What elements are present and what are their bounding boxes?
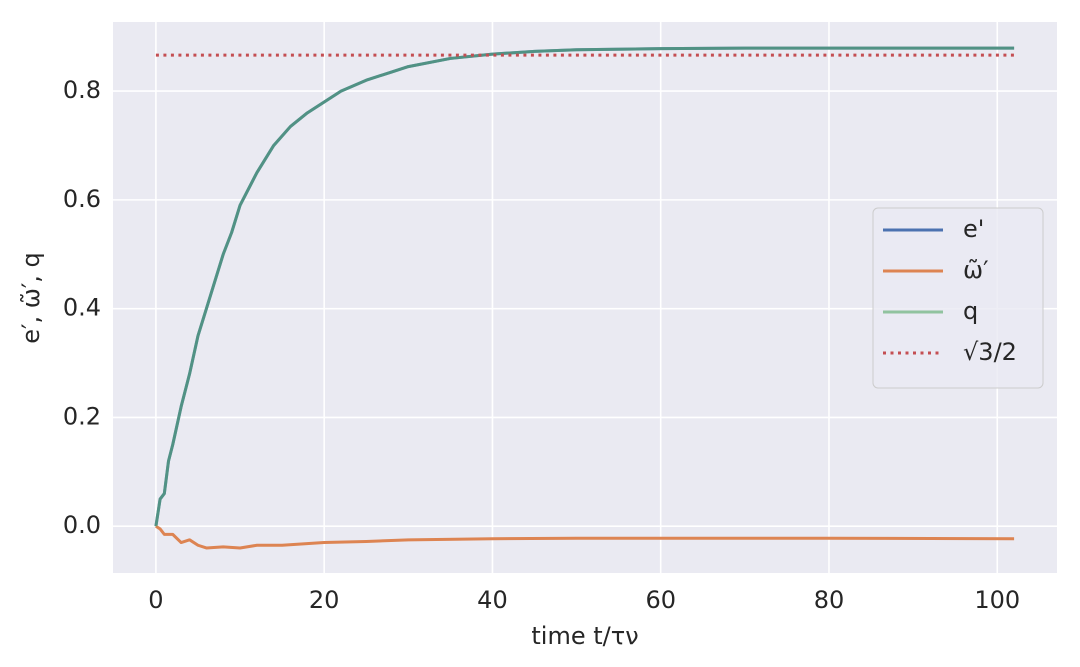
x-tick-label: 80 [814,586,845,614]
legend-label: ω̃′ [963,256,989,284]
y-tick-label: 0.6 [63,185,101,213]
y-axis-label: e′, ω̃′, q [17,252,45,344]
y-tick-label: 0.8 [63,76,101,104]
x-tick-label: 60 [645,586,676,614]
legend-label: q [963,297,978,325]
series-line [154,46,1015,527]
y-tick-label: 0.4 [63,294,101,322]
y-tick-label: 0.0 [63,511,101,539]
x-tick-label: 0 [148,586,163,614]
series-line [155,524,1015,550]
legend-box [872,207,1044,389]
x-axis-label: time t/τν [531,622,638,650]
x-tick-label: 40 [477,586,508,614]
x-tick-label: 100 [974,586,1020,614]
x-tick-label: 20 [309,586,340,614]
legend-label: e' [963,215,984,243]
legend-label: √3/2 [963,338,1017,366]
y-tick-label: 0.2 [63,402,101,430]
